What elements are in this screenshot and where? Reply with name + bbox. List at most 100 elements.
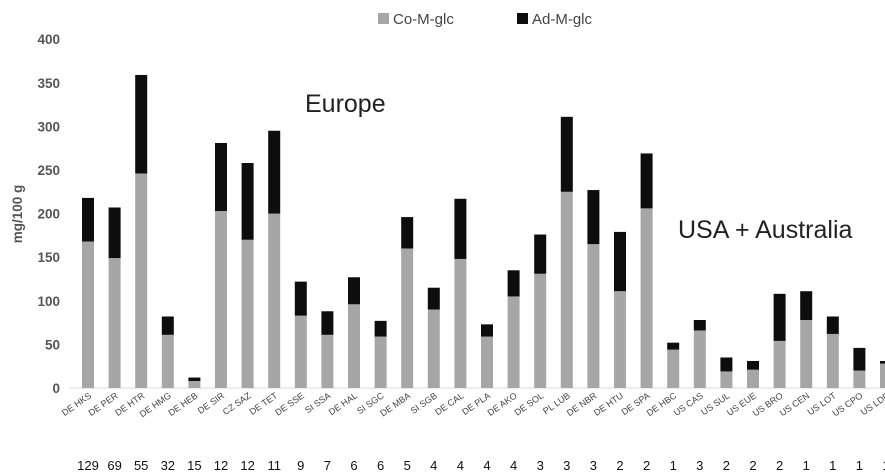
sample-count-label: 4 xyxy=(510,458,517,473)
sample-count-label: 3 xyxy=(537,458,544,473)
x-tick-label: US LDP xyxy=(859,390,885,417)
bar-ad-m-glc xyxy=(374,320,387,337)
bar-co-m-glc xyxy=(481,336,493,388)
sample-count-label: 4 xyxy=(430,458,437,473)
y-tick-label: 300 xyxy=(37,119,60,134)
bar-ad-m-glc xyxy=(587,190,600,245)
bar-ad-m-glc xyxy=(161,316,174,335)
sample-count-label: 55 xyxy=(134,458,148,473)
y-tick-label: 150 xyxy=(37,250,60,265)
x-tick-label: DE MBA xyxy=(378,390,412,418)
sample-count-label: 2 xyxy=(749,458,756,473)
bar-ad-m-glc xyxy=(268,130,281,214)
sample-count-label: 12 xyxy=(214,458,228,473)
sample-count-label: 12 xyxy=(240,458,254,473)
bar-co-m-glc xyxy=(560,191,573,388)
bar-co-m-glc xyxy=(241,239,254,388)
legend-swatch-ad-m-glc xyxy=(517,13,528,24)
bar-co-m-glc xyxy=(294,315,307,388)
legend: Co-M-glc Ad-M-glc xyxy=(378,11,593,28)
annotation-europe: Europe xyxy=(305,90,386,118)
bar-ad-m-glc xyxy=(747,360,759,370)
x-tick-label: CZ SAZ xyxy=(221,390,253,417)
sample-count-label: 4 xyxy=(483,458,490,473)
sample-count-label: 2 xyxy=(616,458,623,473)
sample-count-label: 1 xyxy=(856,458,863,473)
bar-ad-m-glc xyxy=(454,198,467,259)
bar-co-m-glc xyxy=(773,340,786,388)
x-tick-label: DE CAL xyxy=(433,390,465,417)
sample-count-label: 1 xyxy=(882,458,885,473)
x-tick-label: DE SOL xyxy=(513,390,546,417)
y-tick-label: 200 xyxy=(37,207,60,222)
bar-co-m-glc xyxy=(82,241,94,388)
sample-count-label: 15 xyxy=(187,458,201,473)
sample-count-label: 9 xyxy=(297,458,304,473)
sample-count-label: 7 xyxy=(324,458,331,473)
bar-co-m-glc xyxy=(640,208,653,388)
sample-count-label: 32 xyxy=(161,458,175,473)
bar-ad-m-glc xyxy=(507,270,520,297)
bar-ad-m-glc xyxy=(534,234,547,274)
bar-ad-m-glc xyxy=(773,293,786,341)
bar-ad-m-glc xyxy=(294,281,307,316)
bar-co-m-glc xyxy=(747,369,759,388)
x-tick-label: US CPO xyxy=(831,390,865,418)
x-tick-label: DE HEB xyxy=(166,390,199,417)
sample-count-label: 11 xyxy=(267,458,281,473)
sample-count-label: 6 xyxy=(350,458,357,473)
bars xyxy=(82,74,885,388)
sample-count-label: 2 xyxy=(723,458,730,473)
bar-co-m-glc xyxy=(587,244,600,388)
sample-count-label: 3 xyxy=(563,458,570,473)
bar-ad-m-glc xyxy=(640,153,653,209)
sample-count-label: 2 xyxy=(643,458,650,473)
bar-co-m-glc xyxy=(507,296,520,388)
bar-ad-m-glc xyxy=(321,311,334,335)
y-axis-ticks: 0 50 100 150 200 250 300 350 400 xyxy=(37,32,60,396)
bar-co-m-glc xyxy=(427,309,440,388)
bar-co-m-glc xyxy=(880,363,885,388)
bar-ad-m-glc xyxy=(135,74,148,174)
sample-count-label: 3 xyxy=(590,458,597,473)
bar-ad-m-glc xyxy=(348,277,360,305)
bar-ad-m-glc xyxy=(481,324,493,337)
x-tick-label: DE HTU xyxy=(592,390,625,417)
sample-count-label: 2 xyxy=(776,458,783,473)
bar-co-m-glc xyxy=(693,330,706,388)
sample-count-label: 5 xyxy=(404,458,411,473)
bar-co-m-glc xyxy=(108,258,121,388)
bar-ad-m-glc xyxy=(667,342,680,350)
y-axis-label: mg/100 g xyxy=(10,185,25,244)
legend-label-ad-m-glc: Ad-M-glc xyxy=(532,11,593,28)
legend-label-co-m-glc: Co-M-glc xyxy=(393,11,454,28)
x-tick-label: DE AKO xyxy=(486,390,519,417)
sample-count-label: 69 xyxy=(107,458,121,473)
sample-count-label: 4 xyxy=(457,458,464,473)
bar-co-m-glc xyxy=(268,213,281,388)
bar-co-m-glc xyxy=(215,210,227,388)
bar-co-m-glc xyxy=(454,258,467,388)
bar-co-m-glc xyxy=(614,291,626,388)
bar-co-m-glc xyxy=(534,273,547,388)
legend-swatch-co-m-glc xyxy=(378,13,389,24)
bar-co-m-glc xyxy=(853,370,866,388)
y-tick-label: 100 xyxy=(37,294,60,309)
y-tick-label: 400 xyxy=(37,32,60,47)
bar-ad-m-glc xyxy=(800,291,813,320)
bar-co-m-glc xyxy=(188,381,201,388)
sample-count-label: 129 xyxy=(77,458,99,473)
sample-count-label: 1 xyxy=(670,458,677,473)
y-tick-label: 250 xyxy=(37,163,60,178)
bar-ad-m-glc xyxy=(614,231,626,292)
x-tick-label: DE SSE xyxy=(273,390,306,417)
annotation-usa-australia: USA + Australia xyxy=(678,216,852,244)
bar-ad-m-glc xyxy=(720,357,733,372)
y-tick-label: 350 xyxy=(37,76,60,91)
bar-co-m-glc xyxy=(135,173,148,388)
bar-ad-m-glc xyxy=(853,347,866,371)
x-tick-label: US CEN xyxy=(778,390,812,418)
bar-co-m-glc xyxy=(161,334,174,388)
bar-ad-m-glc xyxy=(108,207,121,259)
